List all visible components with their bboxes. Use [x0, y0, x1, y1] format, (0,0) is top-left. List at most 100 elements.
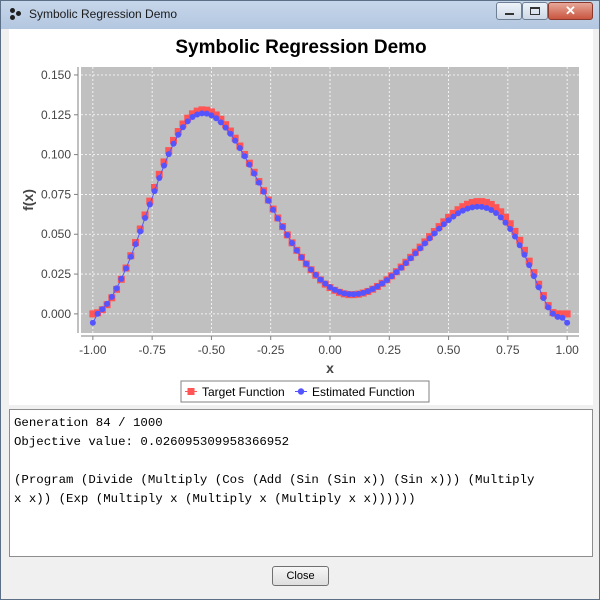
estimated-point: [564, 319, 571, 326]
estimated-point: [227, 130, 234, 137]
target-point: [89, 310, 97, 318]
target-point: [483, 199, 491, 207]
estimated-point: [440, 221, 447, 228]
estimated-point: [345, 291, 352, 298]
target-point: [222, 121, 230, 129]
estimated-point: [156, 175, 163, 182]
estimated-point: [530, 273, 537, 280]
output-text-area[interactable]: Generation 84 / 1000 Objective value: 0.0…: [9, 409, 593, 557]
x-tick-label: 0.75: [496, 343, 520, 357]
chart-panel: Symbolic Regression Demo -1.00 -0.75 -0.50 -…: [9, 29, 593, 405]
estimated-point: [303, 260, 310, 267]
target-point: [151, 183, 159, 191]
estimated-point: [364, 288, 371, 295]
estimated-point: [488, 207, 495, 214]
estimated-point: [179, 124, 186, 131]
x-tick-label: -1.00: [79, 343, 107, 357]
estimated-point: [450, 213, 457, 220]
close-button[interactable]: Close: [272, 566, 329, 586]
estimated-point: [232, 137, 239, 144]
estimated-point: [175, 131, 182, 138]
legend-target-marker: [187, 388, 195, 395]
target-point: [146, 197, 154, 205]
estimated-point: [327, 284, 333, 291]
estimated-point: [308, 266, 315, 273]
estimated-point: [265, 197, 272, 204]
target-point: [563, 310, 571, 318]
estimated-point: [255, 179, 262, 186]
target-point: [155, 170, 163, 178]
maximize-button[interactable]: [522, 2, 548, 20]
title-bar[interactable]: Symbolic Regression Demo ✕: [1, 1, 599, 29]
estimated-point: [94, 310, 101, 317]
target-point: [169, 136, 177, 144]
target-point: [516, 236, 524, 244]
target-point: [449, 209, 457, 217]
target-point: [487, 200, 495, 208]
y-tick-label: 0.050: [41, 227, 71, 241]
estimated-point: [511, 233, 518, 240]
estimated-point: [497, 214, 504, 221]
estimated-point: [398, 264, 405, 271]
estimated-point: [298, 254, 305, 261]
x-tick-label: 0.25: [378, 343, 402, 357]
estimated-point: [104, 300, 111, 307]
target-point: [198, 106, 206, 114]
estimated-point: [251, 170, 258, 177]
estimated-point: [217, 119, 224, 126]
estimated-point: [549, 310, 556, 317]
window-title: Symbolic Regression Demo: [29, 7, 178, 21]
output-line: [14, 452, 588, 471]
target-point: [217, 115, 225, 123]
legend-estimated-marker: [297, 388, 305, 395]
estimated-point: [89, 319, 96, 326]
minimize-icon: [505, 13, 514, 15]
estimated-point: [535, 284, 542, 291]
estimated-point: [161, 162, 167, 169]
estimated-point: [213, 115, 220, 122]
estimated-point: [151, 188, 158, 195]
y-tick-label: 0.075: [41, 187, 71, 201]
estimated-point: [502, 219, 509, 226]
estimated-point: [436, 225, 443, 232]
estimated-point: [355, 290, 362, 297]
estimated-point: [554, 313, 561, 320]
output-line: Generation 84 / 1000: [14, 416, 163, 430]
window-close-button[interactable]: ✕: [548, 2, 593, 20]
estimated-point: [170, 140, 177, 147]
estimated-point: [521, 251, 528, 258]
target-point: [525, 257, 533, 265]
target-point: [141, 211, 149, 219]
estimated-point: [516, 242, 523, 249]
target-point: [478, 198, 486, 206]
estimated-point: [388, 273, 395, 280]
estimated-point: [421, 240, 428, 247]
target-point: [188, 110, 196, 118]
target-point: [506, 220, 514, 228]
x-tick-label: -0.50: [198, 343, 226, 357]
estimated-point: [194, 111, 201, 118]
estimated-point: [474, 203, 481, 210]
estimated-point: [464, 205, 471, 212]
estimated-point: [383, 277, 390, 284]
target-point: [464, 200, 472, 208]
estimated-point: [493, 210, 499, 217]
estimated-point: [369, 286, 376, 293]
close-icon: ✕: [565, 3, 576, 18]
legend-target-label: Target Function: [202, 385, 285, 399]
minimize-button[interactable]: [496, 2, 522, 20]
estimated-point: [407, 255, 414, 262]
estimated-point: [108, 293, 115, 300]
estimated-point: [331, 286, 338, 293]
estimated-point: [336, 288, 343, 295]
target-point: [165, 147, 173, 155]
target-point: [554, 310, 562, 318]
estimated-point: [483, 204, 490, 211]
output-line: (Program (Divide (Multiply (Cos (Add (Si…: [14, 473, 535, 487]
estimated-point: [284, 232, 291, 239]
estimated-point: [431, 230, 438, 237]
legend-estimated-label: Estimated Function: [312, 385, 415, 399]
target-point: [511, 227, 519, 235]
target-point: [203, 106, 211, 114]
